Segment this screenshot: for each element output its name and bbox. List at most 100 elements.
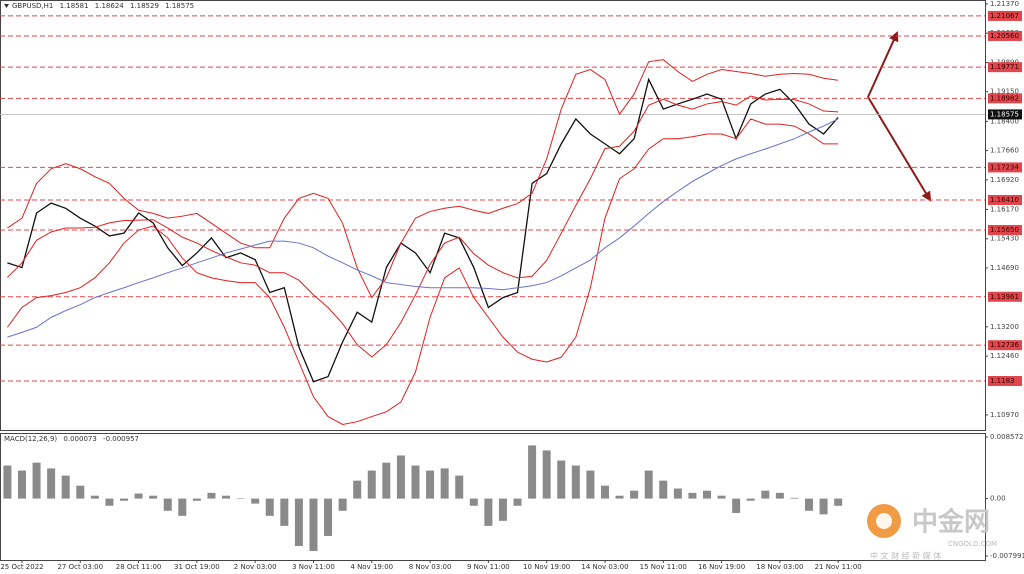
macd-bar [178, 498, 187, 516]
level-label: 1.12736 [990, 341, 1019, 349]
x-tick-label: 8 Nov 03:00 [409, 563, 452, 571]
open: 1.18581 [60, 2, 89, 10]
macd-bar [528, 445, 537, 499]
y-tick-label: 1.18400 [990, 117, 1019, 125]
macd-bar [600, 485, 609, 499]
macd-bar [251, 498, 260, 504]
level-label: 1.1183 [990, 377, 1015, 385]
level-label: 1.15650 [990, 226, 1019, 234]
macd-bar [47, 468, 56, 499]
last-price-box [988, 109, 1022, 120]
macd-bar [207, 492, 216, 499]
x-tick-label: 9 Nov 11:00 [467, 563, 510, 571]
macd-bar [294, 498, 303, 546]
level-label-box [988, 194, 1022, 205]
y-tick-label: 1.21370 [990, 0, 1019, 8]
macd-bar [746, 498, 755, 501]
x-tick-label: 18 Nov 03:00 [756, 563, 803, 571]
level-label-box [988, 340, 1022, 351]
macd-bar [688, 492, 697, 499]
macd-value: 0.000073 [63, 435, 96, 443]
macd-bar [163, 498, 172, 511]
macd-bar [61, 475, 70, 499]
macd-bar [615, 495, 624, 499]
macd-bar [732, 498, 741, 513]
level-label: 1.13961 [990, 293, 1019, 301]
macd-bar [338, 498, 347, 511]
macd-bar [76, 485, 85, 499]
y-tick-label: 0.008572 [990, 433, 1023, 441]
macd-bar [309, 498, 318, 552]
price-line [7, 77, 839, 383]
level-label-box [988, 225, 1022, 236]
level-label-box [988, 62, 1022, 73]
macd-bar [513, 498, 522, 506]
macd-bar [105, 498, 114, 506]
logo-text: 中金网 [912, 507, 990, 538]
x-tick-label: 21 Nov 11:00 [815, 563, 862, 571]
level-label: 1.19771 [990, 63, 1019, 71]
level-label-box [988, 375, 1022, 386]
level-label-box [988, 291, 1022, 302]
macd-bar [761, 490, 770, 499]
macd-title: MACD(12,26,9) [4, 435, 57, 443]
macd-bar [90, 495, 99, 499]
macd-bar [280, 498, 289, 526]
up-arrow [867, 31, 899, 98]
macd-bar [353, 480, 362, 499]
macd-bar [819, 498, 828, 515]
macd-bar [134, 493, 143, 499]
macd-bar [498, 498, 507, 521]
x-tick-label: 4 Nov 19:00 [350, 563, 393, 571]
macd-bar [571, 465, 580, 499]
signal-value: -0.000957 [103, 435, 139, 443]
macd-bar [3, 465, 12, 499]
x-tick-label: 25 Oct 2022 [0, 563, 43, 571]
x-tick-label: 31 Oct 19:00 [174, 563, 220, 571]
macd-bar [703, 490, 711, 499]
level-label: 1.17234 [990, 163, 1019, 171]
header: GBPUSD,H1 1.18581 1.18624 1.18529 1.1857… [12, 2, 194, 10]
level-label: 1.20560 [990, 32, 1019, 40]
macd-bar [834, 498, 843, 506]
indicator-line [7, 59, 839, 299]
indicator-line [6, 118, 839, 425]
level-label-box [988, 30, 1022, 41]
macd-bar [411, 465, 420, 499]
macd-bar [120, 498, 128, 501]
macd-bar [659, 480, 668, 499]
macd-bar [790, 497, 799, 499]
price-panel [0, 0, 986, 431]
macd-bar [17, 470, 26, 499]
level-label: 1.16410 [990, 196, 1019, 204]
macd-bar [367, 470, 376, 499]
logo-inner [876, 513, 892, 529]
macd-bar [32, 462, 41, 499]
macd-bar [426, 470, 435, 499]
x-tick-label: 10 Nov 19:00 [523, 563, 570, 571]
x-tick-label: 27 Oct 03:00 [57, 563, 103, 571]
macd-bar [673, 488, 682, 499]
y-tick-label: 1.16920 [990, 176, 1019, 184]
macd-bar [265, 498, 274, 516]
close: 1.18575 [165, 2, 194, 10]
macd-bar [542, 450, 551, 499]
macd-panel [0, 433, 986, 561]
x-tick-label: 16 Nov 19:00 [698, 563, 745, 571]
macd-bar [324, 498, 333, 536]
x-tick-label: 28 Oct 11:00 [116, 563, 162, 571]
y-tick-label: -0.007991 [990, 552, 1024, 560]
y-tick-label: 1.15430 [990, 235, 1019, 243]
macd-bar [236, 498, 245, 500]
level-label: 1.21067 [990, 12, 1019, 20]
indicator-line [7, 95, 839, 358]
y-tick-label: 0.00 [990, 495, 1006, 503]
y-tick-label: 1.10970 [990, 411, 1019, 419]
indicator-line [7, 118, 839, 338]
level-label-box [988, 10, 1022, 21]
macd-bar [192, 498, 201, 501]
macd-bar [644, 470, 653, 499]
macd-bar [557, 460, 566, 499]
